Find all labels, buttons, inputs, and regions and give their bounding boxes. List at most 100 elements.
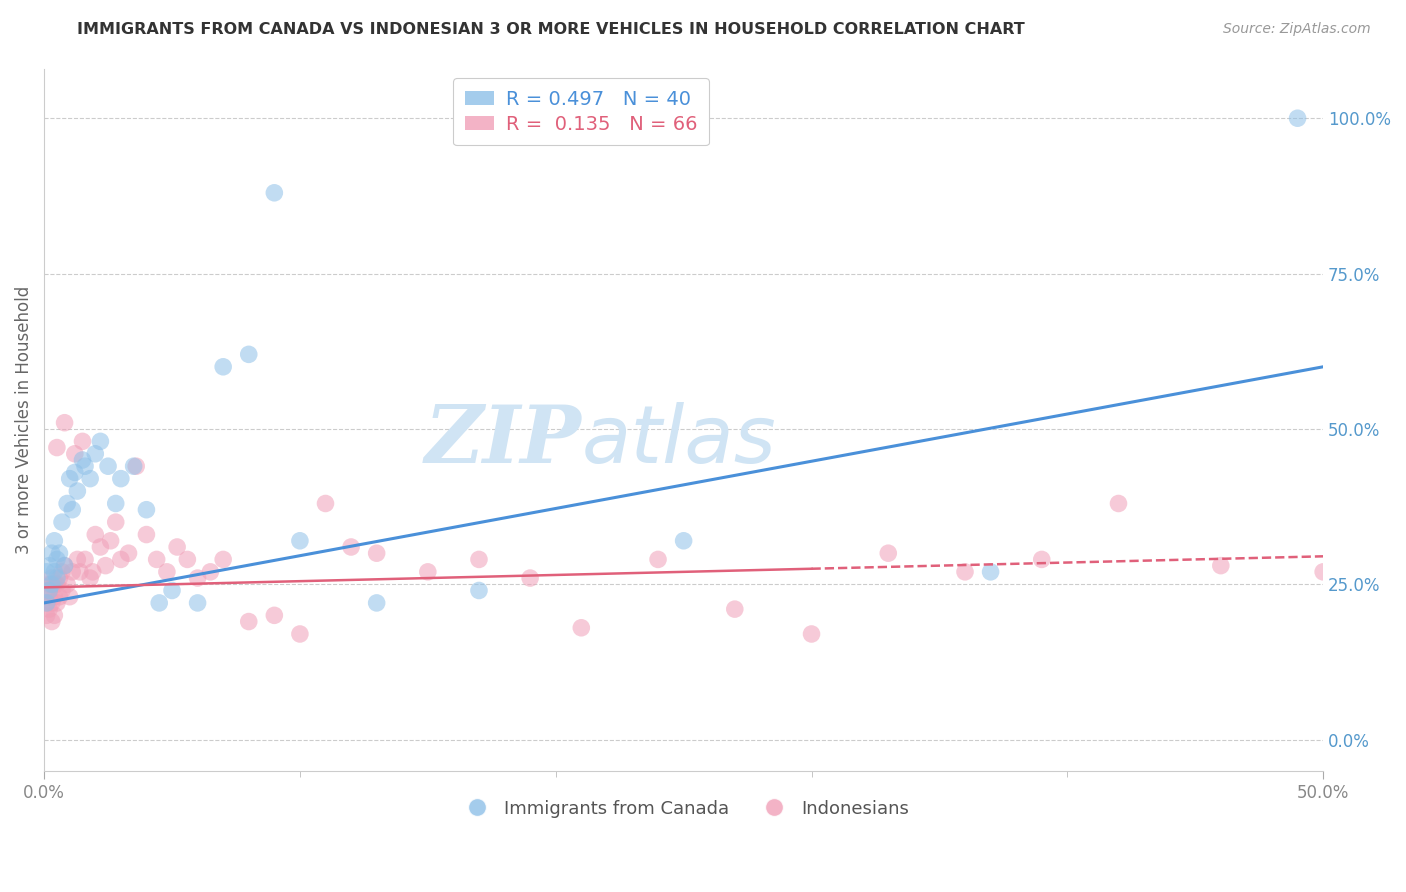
Legend: Immigrants from Canada, Indonesians: Immigrants from Canada, Indonesians (451, 792, 917, 825)
Point (66, 552, 89, 566)
Point (176, 552, 198, 566)
Point (45, 441, 67, 455)
Point (84, 447, 107, 461)
Point (340, 540, 363, 554)
Point (187, 596, 209, 610)
Point (416, 565, 439, 579)
Point (44, 608, 66, 623)
Y-axis label: 3 or more Vehicles in Household: 3 or more Vehicles in Household (15, 285, 32, 554)
Point (135, 527, 157, 541)
Point (104, 515, 127, 529)
Point (44, 590, 66, 604)
Point (160, 583, 183, 598)
Point (59, 472, 82, 486)
Point (724, 602, 747, 616)
Point (135, 502, 157, 516)
Point (980, 565, 1002, 579)
Point (212, 359, 235, 374)
Point (56, 577, 79, 591)
Point (1209, 558, 1232, 573)
Point (53, 558, 76, 573)
Point (51, 515, 73, 529)
Text: ZIP: ZIP (425, 402, 581, 479)
Point (156, 565, 179, 579)
Point (366, 546, 388, 560)
Point (366, 596, 388, 610)
Point (187, 571, 209, 585)
Point (569, 621, 592, 635)
Point (73, 552, 96, 566)
Text: Source: ZipAtlas.com: Source: ZipAtlas.com (1223, 22, 1371, 37)
Point (38, 558, 60, 573)
Point (288, 533, 311, 548)
Point (53, 416, 76, 430)
Point (35, 596, 58, 610)
Point (94, 558, 117, 573)
Point (59, 590, 82, 604)
Point (148, 596, 170, 610)
Point (122, 459, 145, 474)
Point (84, 527, 107, 541)
Point (73, 459, 96, 474)
Text: IMMIGRANTS FROM CANADA VS INDONESIAN 3 OR MORE VEHICLES IN HOUSEHOLD CORRELATION: IMMIGRANTS FROM CANADA VS INDONESIAN 3 O… (77, 22, 1025, 37)
Point (800, 627, 823, 641)
Point (72, 434, 94, 449)
Point (1312, 565, 1334, 579)
Point (145, 552, 167, 566)
Point (48, 546, 70, 560)
Point (63, 447, 86, 461)
Point (125, 459, 148, 474)
Point (110, 552, 132, 566)
Point (53, 558, 76, 573)
Point (89, 434, 111, 449)
Point (877, 546, 900, 560)
Point (166, 540, 188, 554)
Point (263, 608, 285, 623)
Point (117, 546, 139, 560)
Point (100, 533, 122, 548)
Point (45, 552, 67, 566)
Point (953, 565, 976, 579)
Point (44, 577, 66, 591)
Point (38, 583, 60, 598)
Point (212, 552, 235, 566)
Point (315, 496, 337, 510)
Point (1108, 496, 1130, 510)
Point (48, 571, 70, 585)
Point (48, 590, 70, 604)
Point (45, 571, 67, 585)
Point (38, 602, 60, 616)
Point (38, 577, 60, 591)
Point (51, 565, 73, 579)
Point (519, 571, 541, 585)
Point (97, 459, 120, 474)
Point (41, 546, 63, 560)
Point (72, 453, 94, 467)
Point (69, 565, 91, 579)
Point (35, 596, 58, 610)
Point (238, 615, 260, 629)
Point (468, 583, 491, 598)
Point (89, 540, 111, 554)
Point (35, 583, 58, 598)
Point (60, 502, 83, 516)
Point (110, 472, 132, 486)
Point (44, 565, 66, 579)
Point (66, 484, 89, 499)
Point (647, 552, 669, 566)
Point (35, 608, 58, 623)
Point (468, 552, 491, 566)
Point (51, 583, 73, 598)
Point (45, 577, 67, 591)
Point (672, 533, 695, 548)
Point (41, 571, 63, 585)
Point (41, 577, 63, 591)
Point (1286, 112, 1309, 126)
Point (79, 472, 101, 486)
Point (44, 533, 66, 548)
Point (288, 627, 311, 641)
Point (79, 571, 101, 585)
Point (41, 615, 63, 629)
Point (1031, 552, 1053, 566)
Point (200, 565, 222, 579)
